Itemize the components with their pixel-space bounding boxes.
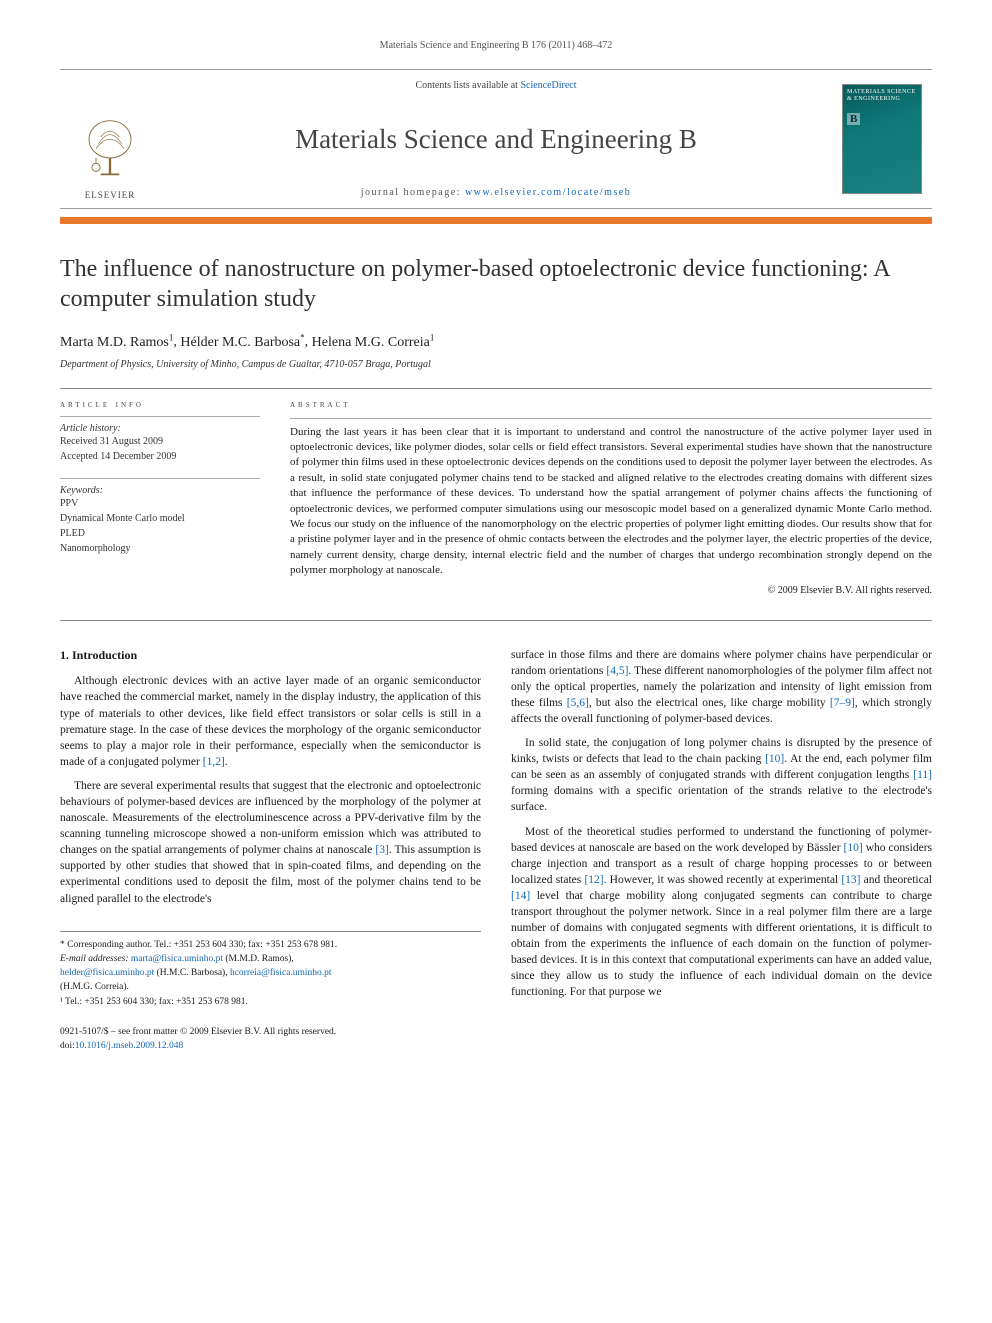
author: Marta M.D. Ramos1 [60,335,173,350]
email-line: helder@fisica.uminho.pt (H.M.C. Barbosa)… [60,966,481,980]
email-line: E-mail addresses: marta@fisica.uminho.pt… [60,952,481,966]
paragraph: Although electronic devices with an acti… [60,673,481,770]
hr [60,416,260,417]
article-history: Article history: Received 31 August 2009… [60,423,260,464]
author-list: Marta M.D. Ramos1, Hélder M.C. Barbosa*,… [60,332,932,351]
paragraph: There are several experimental results t… [60,778,481,907]
cover-title: MATERIALS SCIENCE & ENGINEERING [847,89,917,102]
email-who: (H.M.C. Barbosa), [157,968,228,978]
article-info: article info Article history: Received 3… [60,399,260,596]
sciencedirect-link[interactable]: ScienceDirect [520,80,576,91]
accent-bar [60,217,932,224]
contents-prefix: Contents lists available at [415,80,520,91]
keyword: Nanomorphology [60,541,260,556]
abstract-copyright: © 2009 Elsevier B.V. All rights reserved… [290,585,932,596]
front-matter-line: 0921-5107/$ – see front matter © 2009 El… [60,1025,481,1039]
page: Materials Science and Engineering B 176 … [0,0,992,1093]
journal-name: Materials Science and Engineering B [170,124,822,155]
journal-homepage-link[interactable]: www.elsevier.com/locate/mseb [465,187,631,198]
hr [60,620,932,621]
section-number: 1. [60,648,69,662]
paragraph: surface in those films and there are dom… [511,647,932,727]
email-who: (M.M.D. Ramos), [225,954,293,964]
publisher-block: ELSEVIER [60,70,160,208]
section-title: Introduction [72,648,137,662]
cover-thumb-wrap: MATERIALS SCIENCE & ENGINEERING B [832,70,932,208]
email-link[interactable]: marta@fisica.uminho.pt [131,954,223,964]
para-text: level that charge mobility along conjuga… [511,890,932,999]
column-left: 1. Introduction Although electronic devi… [60,647,481,1054]
ref-link[interactable]: [1,2] [203,756,225,768]
corr-author-note: * Corresponding author. Tel.: +351 253 6… [60,938,481,952]
keywords-label: Keywords: [60,485,260,496]
ref-link[interactable]: [11] [913,769,932,781]
doi-line: doi:10.1016/j.mseb.2009.12.048 [60,1039,481,1053]
ref-link[interactable]: [12] [584,874,603,886]
ref-link[interactable]: [4,5] [606,665,628,677]
para-text: , but also the electrical ones, like cha… [589,697,830,709]
abstract: abstract During the last years it has be… [290,399,932,596]
journal-cover-thumbnail: MATERIALS SCIENCE & ENGINEERING B [842,84,922,194]
history-label: Article history: [60,423,260,434]
para-text: Although electronic devices with an acti… [60,675,481,767]
elsevier-tree-icon [75,116,145,186]
ref-link[interactable]: [10] [844,842,863,854]
footnotes: * Corresponding author. Tel.: +351 253 6… [60,931,481,1009]
paragraph: Most of the theoretical studies performe… [511,824,932,1001]
keyword: PPV [60,496,260,511]
footer-meta: 0921-5107/$ – see front matter © 2009 El… [60,1025,481,1054]
abstract-heading: abstract [290,399,932,410]
column-right: surface in those films and there are dom… [511,647,932,1054]
ref-link[interactable]: [3] [375,844,388,856]
para-text: forming domains with a specific orientat… [511,785,932,813]
ref-link[interactable]: [10] [765,753,784,765]
hr [60,388,932,389]
keyword: PLED [60,526,260,541]
received-line: Received 31 August 2009 [60,434,260,449]
email-link[interactable]: hcorreia@fisica.uminho.pt [230,968,332,978]
homepage-prefix: journal homepage: [361,187,465,198]
ref-link[interactable]: [14] [511,890,530,902]
ref-link[interactable]: [7–9] [830,697,855,709]
tel-note: ¹ Tel.: +351 253 604 330; fax: +351 253 … [60,995,481,1009]
masthead: ELSEVIER Contents lists available at Sci… [60,69,932,209]
email-link[interactable]: helder@fisica.uminho.pt [60,968,154,978]
running-header: Materials Science and Engineering B 176 … [60,40,932,51]
author: Helena M.G. Correia1 [312,335,435,350]
hr [290,418,932,419]
paragraph: In solid state, the conjugation of long … [511,735,932,815]
journal-homepage-line: journal homepage: www.elsevier.com/locat… [170,187,822,198]
abstract-text: During the last years it has been clear … [290,425,932,579]
masthead-center: Contents lists available at ScienceDirec… [160,70,832,208]
author: Hélder M.C. Barbosa* [180,335,304,350]
accepted-line: Accepted 14 December 2009 [60,449,260,464]
para-text: . However, it was showed recently at exp… [604,874,842,886]
hr [60,478,260,479]
publisher-name: ELSEVIER [85,190,136,200]
keywords-block: Keywords: PPV Dynamical Monte Carlo mode… [60,485,260,556]
keyword: Dynamical Monte Carlo model [60,511,260,526]
contents-list-line: Contents lists available at ScienceDirec… [170,80,822,91]
ref-link[interactable]: [5,6] [567,697,589,709]
email-label: E-mail addresses: [60,954,129,964]
email-tail: (H.M.G. Correia). [60,980,481,994]
info-abstract-row: article info Article history: Received 3… [60,399,932,596]
ref-link[interactable]: [13] [841,874,860,886]
article-title: The influence of nanostructure on polyme… [60,254,932,314]
body-columns: 1. Introduction Although electronic devi… [60,647,932,1054]
cover-letter-b: B [847,113,860,125]
section-heading: 1. Introduction [60,647,481,664]
affiliation: Department of Physics, University of Min… [60,359,932,370]
para-text: and theoretical [860,874,932,886]
doi-prefix: doi: [60,1041,75,1051]
article-info-heading: article info [60,399,260,410]
doi-link[interactable]: 10.1016/j.mseb.2009.12.048 [75,1041,183,1051]
